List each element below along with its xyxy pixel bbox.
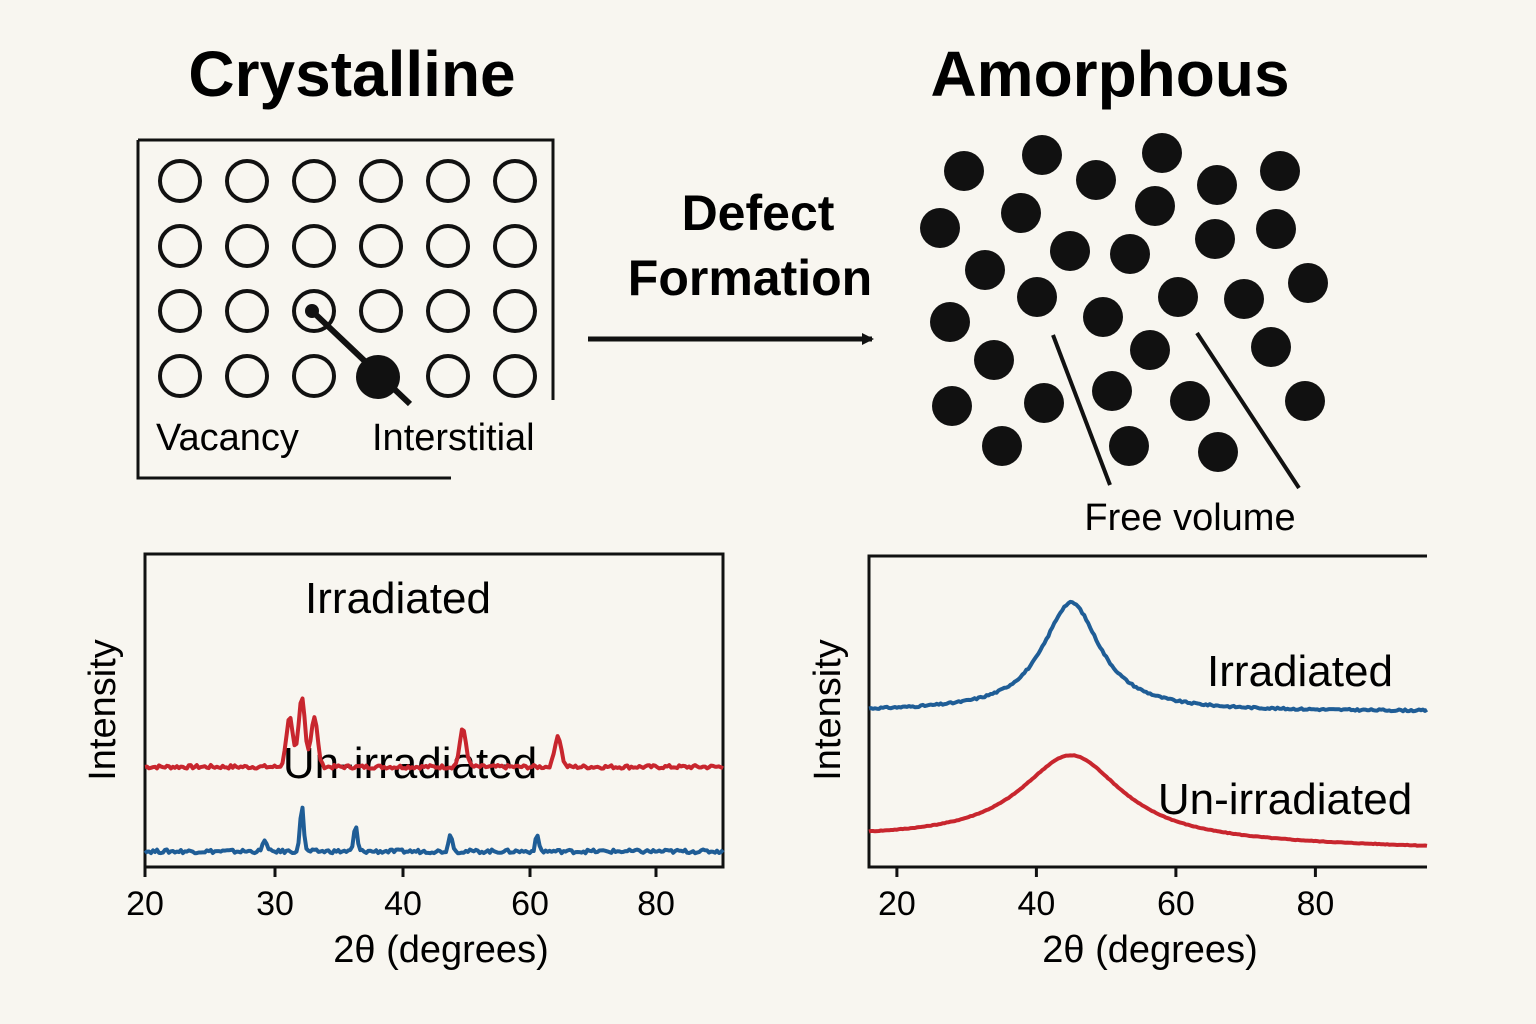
amorphous-atom bbox=[1170, 381, 1210, 421]
amorphous-atom bbox=[982, 426, 1022, 466]
amorphous-atom bbox=[944, 151, 984, 191]
interstitial-atom bbox=[356, 355, 400, 399]
series-label-irradiated: Irradiated bbox=[305, 574, 491, 623]
chart-frame bbox=[867, 554, 1427, 869]
amorphous-atom bbox=[1083, 297, 1123, 337]
amorphous-atom bbox=[1195, 219, 1235, 259]
xrd-series-irradiated bbox=[868, 599, 1429, 714]
x-tick-label: 40 bbox=[1017, 885, 1055, 923]
free-volume-label: Free volume bbox=[1084, 497, 1295, 539]
amorphous-atom bbox=[930, 302, 970, 342]
amorphous-atom bbox=[1288, 263, 1328, 303]
lattice-atom bbox=[225, 224, 269, 268]
x-tick-label: 40 bbox=[384, 885, 422, 923]
xrd-series-irradiated bbox=[144, 696, 724, 771]
x-tick-label: 20 bbox=[126, 885, 164, 923]
amorphous-atom bbox=[1076, 160, 1116, 200]
amorphous-atom bbox=[1142, 133, 1182, 173]
amorphous-atom bbox=[932, 386, 972, 426]
lattice-atom bbox=[158, 224, 202, 268]
lattice-atom bbox=[158, 354, 202, 398]
amorphous-atom bbox=[1224, 279, 1264, 319]
series-label-unirradiated: Un-irradiated bbox=[1158, 775, 1412, 824]
amorphous-atom bbox=[920, 208, 960, 248]
lattice-frame-top-right bbox=[138, 138, 555, 400]
amorphous-atom bbox=[1024, 383, 1064, 423]
crystal-lattice bbox=[158, 159, 537, 398]
x-tick-label: 20 bbox=[878, 885, 916, 923]
x-axis-title: 2θ (degrees) bbox=[333, 929, 548, 971]
xrd-series-unirradiated bbox=[143, 805, 725, 856]
y-axis-title: Intensity bbox=[82, 639, 124, 781]
amorphous-atom bbox=[1001, 193, 1041, 233]
x-tick-label: 80 bbox=[1296, 885, 1334, 923]
lattice-atom bbox=[158, 159, 202, 203]
xrd-chart-amorphous: Intensity 2θ (degrees) Irradiated Un-irr… bbox=[807, 554, 1429, 971]
lattice-atom bbox=[225, 159, 269, 203]
amorphous-atom bbox=[1130, 330, 1170, 370]
amorphous-atom bbox=[1135, 186, 1175, 226]
series-label-unirradiated: Un-irradiated bbox=[283, 739, 537, 788]
amorphous-atom bbox=[1109, 426, 1149, 466]
lattice-atom bbox=[426, 289, 470, 333]
amorphous-atom bbox=[1092, 371, 1132, 411]
lattice-atom bbox=[493, 354, 537, 398]
amorphous-atom bbox=[1110, 234, 1150, 274]
amorphous-atom bbox=[1256, 209, 1296, 249]
x-tick-label: 30 bbox=[256, 885, 294, 923]
lattice-atom bbox=[225, 354, 269, 398]
amorphous-atom bbox=[1251, 327, 1291, 367]
lattice-atom bbox=[359, 289, 403, 333]
amorphous-atom bbox=[1285, 381, 1325, 421]
lattice-atom bbox=[426, 354, 470, 398]
interstitial-label: Interstitial bbox=[372, 417, 535, 459]
lattice-atom bbox=[359, 224, 403, 268]
x-tick-label: 60 bbox=[1157, 885, 1195, 923]
amorphous-atom bbox=[1022, 135, 1062, 175]
lattice-atom bbox=[493, 289, 537, 333]
x-axis-title: 2θ (degrees) bbox=[1042, 929, 1257, 971]
x-tick-label: 60 bbox=[511, 885, 549, 923]
amorphous-heading: Amorphous bbox=[930, 38, 1289, 110]
amorphous-structure bbox=[920, 133, 1328, 472]
amorphous-atom bbox=[1050, 231, 1090, 271]
y-axis-title: Intensity bbox=[807, 639, 849, 781]
lattice-atom bbox=[158, 289, 202, 333]
lattice-atom bbox=[292, 354, 336, 398]
amorphous-atom bbox=[1017, 277, 1057, 317]
amorphous-atom bbox=[965, 250, 1005, 290]
chart-frame bbox=[143, 552, 725, 869]
lattice-atom bbox=[359, 159, 403, 203]
amorphous-atom bbox=[1158, 277, 1198, 317]
amorphous-atom bbox=[1197, 165, 1237, 205]
lattice-atom bbox=[292, 289, 336, 333]
lattice-atom bbox=[493, 224, 537, 268]
lattice-atom bbox=[493, 159, 537, 203]
arrow-label-line1: Defect bbox=[682, 185, 835, 241]
lattice-atom bbox=[292, 159, 336, 203]
crystalline-heading: Crystalline bbox=[188, 38, 515, 110]
amorphous-atom bbox=[974, 340, 1014, 380]
lattice-atom bbox=[292, 224, 336, 268]
amorphous-atom bbox=[1260, 151, 1300, 191]
lattice-frame-bottom-left bbox=[136, 140, 451, 480]
free-volume-line-1 bbox=[1051, 334, 1112, 486]
xrd-series-unirradiated bbox=[868, 753, 1428, 848]
lattice-atom bbox=[225, 289, 269, 333]
arrow-label-line2: Formation bbox=[628, 250, 872, 306]
amorphous-atom bbox=[1198, 432, 1238, 472]
lattice-atom bbox=[426, 159, 470, 203]
lattice-atom bbox=[426, 224, 470, 268]
x-tick-label: 80 bbox=[637, 885, 675, 923]
xrd-chart-crystalline: Intensity 2θ (degrees) Irradiated Un-irr… bbox=[82, 552, 725, 971]
vacancy-label: Vacancy bbox=[156, 417, 299, 459]
free-volume-line-2 bbox=[1195, 331, 1301, 490]
series-label-irradiated: Irradiated bbox=[1207, 647, 1393, 696]
